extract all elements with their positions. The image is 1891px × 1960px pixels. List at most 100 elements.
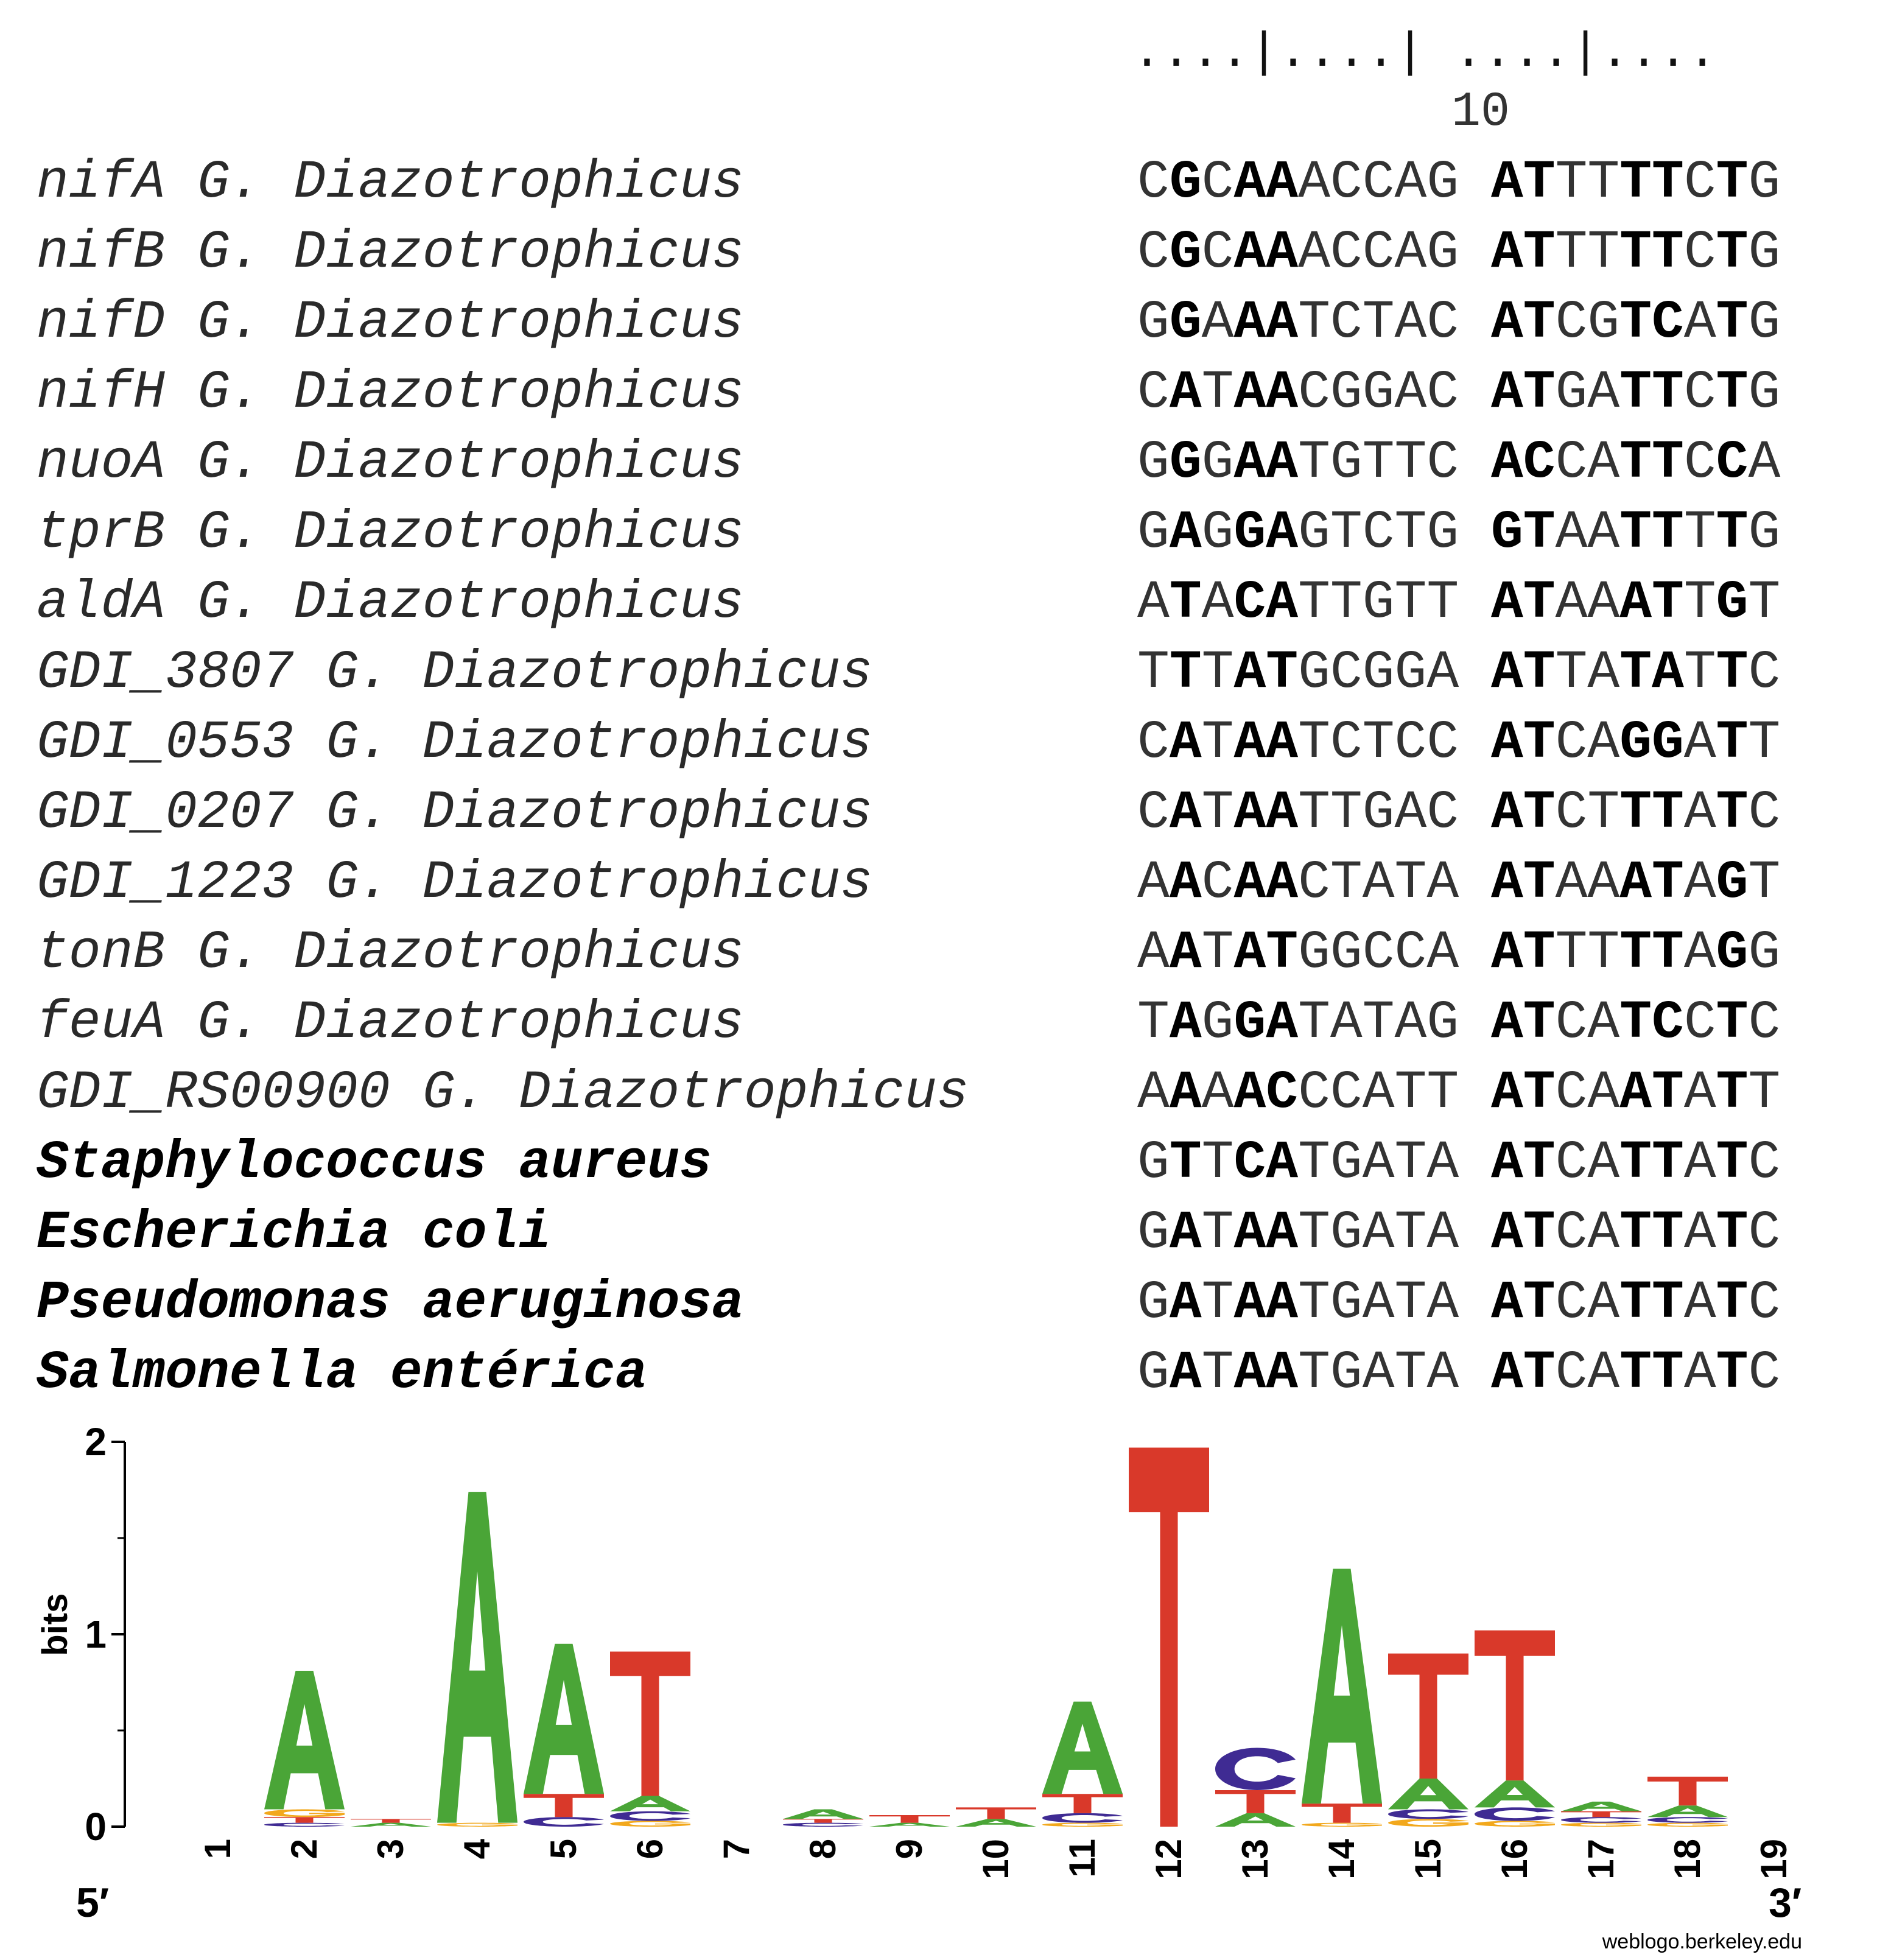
logo-letter-a (351, 1822, 431, 1827)
logo-letter-c (1647, 1817, 1728, 1823)
y-axis-label: bits (35, 1593, 75, 1656)
sequence: GTTCATGATA ATCATTATC (1137, 1128, 1780, 1198)
logo-letter-t (1302, 1804, 1382, 1823)
logo-letter-g (1388, 1819, 1468, 1827)
species-name: G. Diazotrophicus (197, 993, 744, 1053)
sequence: GAGGAGTCTG GTAATTTTG (1137, 498, 1780, 568)
logo-position-label: 10 (975, 1839, 1016, 1880)
logo-position-label: 15 (1408, 1839, 1448, 1880)
species-name: Staphylococcus aureus (37, 1133, 712, 1193)
gene-name: nifA (37, 153, 166, 213)
species-name: Pseudomonas aeruginosa (37, 1273, 744, 1333)
logo-letter-a (1215, 1813, 1296, 1827)
logo-letter-c (1561, 1817, 1641, 1823)
sequence: AAAACCCATT ATCAATATT (1137, 1058, 1780, 1128)
logo-letter-t (956, 1807, 1036, 1819)
logo-letter-c (264, 1822, 345, 1827)
sequence-left: TAGGATATAG (1137, 993, 1459, 1053)
logo-position-label: 19 (1753, 1839, 1794, 1880)
species-name: G. Diazotrophicus (197, 153, 744, 213)
sequence-label: feuA G. Diazotrophicus (37, 988, 744, 1058)
sequence-left: GATAATGATA (1137, 1273, 1459, 1333)
sequence-left: GGGAATGTTC (1137, 433, 1459, 493)
logo-letter-a (1475, 1780, 1555, 1808)
sequence-left: GATAATGATA (1137, 1203, 1459, 1263)
logo-letter-t (351, 1819, 431, 1823)
gene-name: GDI_1223 (37, 853, 294, 913)
species-name: G. Diazotrophicus (197, 573, 744, 633)
logo-letter-a (264, 1671, 345, 1810)
logo-position-label: 11 (1062, 1839, 1103, 1877)
sequence-right: ATTTTTCTG (1490, 153, 1781, 213)
logo-letter-a (1042, 1701, 1123, 1794)
sequence: CGCAAACCAG ATTTTTCTG (1137, 148, 1780, 218)
sequence-right: ATGATTCTG (1490, 363, 1781, 423)
sequence: GATAATGATA ATCATTATC (1137, 1268, 1780, 1338)
alignment-row: GDI_0207 G. Diazotrophicus CATAATTGAC ATC… (37, 778, 1887, 848)
sequence-right: ATCTTTATC (1490, 783, 1781, 843)
alignment-row: Staphylococcus aureus GTTCATGATA ATCATTAT… (37, 1128, 1887, 1198)
logo-letter-t (1215, 1790, 1296, 1813)
alignment-row: tonB G. Diazotrophicus AATATGGCCA ATTTTTA… (37, 918, 1887, 988)
species-name: G. Diazotrophicus (197, 503, 744, 563)
logo-letter-a (610, 1796, 690, 1811)
logo-position-label: 6 (630, 1839, 670, 1859)
gene-name: GDI_3807 (37, 643, 294, 703)
logo-credit: weblogo.berkeley.edu (1602, 1930, 1802, 1953)
logo-letter-a (437, 1492, 517, 1823)
gene-name: GDI_0553 (37, 713, 294, 773)
sequence-label: nifB G. Diazotrophicus (37, 218, 744, 288)
logo-letter-g (610, 1821, 690, 1827)
gene-name: nifD (37, 293, 166, 353)
logo-position-label: 13 (1235, 1839, 1275, 1880)
logo-letter-t (869, 1815, 950, 1823)
sequence-right: ATAAATAGT (1490, 853, 1781, 913)
alignment-row: GDI_RS00900 G. Diazotrophicus AAAACCCATT … (37, 1058, 1887, 1128)
sequence-label: nifH G. Diazotrophicus (37, 358, 744, 428)
species-name: G. Diazotrophicus (422, 1063, 969, 1123)
logo-letter-c (783, 1822, 863, 1827)
sequence-left: CATAATCTCC (1137, 713, 1459, 773)
logo-position-label: 17 (1581, 1839, 1621, 1880)
logo-letter-a (1647, 1805, 1728, 1818)
logo-letter-t (1129, 1447, 1209, 1827)
alignment-row: GDI_0553 G. Diazotrophicus CATAATCTCC ATC… (37, 708, 1887, 778)
sequence-right: ATCATCCTC (1490, 993, 1781, 1053)
logo-letter-g (1561, 1822, 1641, 1827)
sequence: CGCAAACCAG ATTTTTCTG (1137, 218, 1780, 288)
logo-position-label: 5 (543, 1839, 584, 1859)
sequence-label: Salmonella entérica (37, 1338, 647, 1408)
sequence-label: GDI_1223 G. Diazotrophicus (37, 848, 872, 918)
alignment-row: nuoA G. Diazotrophicus GGGAATGTTC ACCATTC… (37, 428, 1887, 498)
logo-letter-c (610, 1811, 690, 1821)
species-name: G. Diazotrophicus (326, 713, 873, 773)
logo-letter-a (1302, 1568, 1382, 1804)
sequence-left: CATAATTGAC (1137, 783, 1459, 843)
logo-letter-t (783, 1819, 863, 1823)
logo-position-label: 2 (284, 1839, 325, 1859)
logo-position-label: 9 (889, 1839, 930, 1859)
sequence-left: CGCAAACCAG (1137, 153, 1459, 213)
y-tick-label: 2 (85, 1420, 107, 1464)
logo-letter-c (1475, 1807, 1555, 1821)
sequence-right: ATAAATTGT (1490, 573, 1781, 633)
sequence-right: ATCATTATC (1490, 1343, 1781, 1403)
sequence: AACAACTATA ATAAATAGT (1137, 848, 1780, 918)
logo-letter-g (437, 1822, 517, 1827)
ruler-position-label: 10 (1451, 85, 1510, 140)
sequence: CATAATCTCC ATCAGGATT (1137, 708, 1780, 778)
sequence-label: tonB G. Diazotrophicus (37, 918, 744, 988)
gene-name: aldA (37, 573, 166, 633)
logo-position-label: 7 (716, 1839, 757, 1859)
gene-name: GDI_RS00900 (37, 1063, 390, 1123)
gene-name: nifH (37, 363, 166, 423)
logo-letter-t (610, 1651, 690, 1796)
sequence-ruler: ....|....| ....|.... 10 (1132, 18, 1875, 140)
logo-letter-g (1302, 1822, 1382, 1827)
sequence-left: AAAACCCATT (1137, 1063, 1459, 1123)
species-name: G. Diazotrophicus (326, 853, 873, 913)
sequence: GGAAATCTAC ATCGTCATG (1137, 288, 1780, 358)
sequence-label: GDI_0553 G. Diazotrophicus (37, 708, 872, 778)
logo-position-label: 16 (1494, 1839, 1535, 1880)
sequence: TAGGATATAG ATCATCCTC (1137, 988, 1780, 1058)
